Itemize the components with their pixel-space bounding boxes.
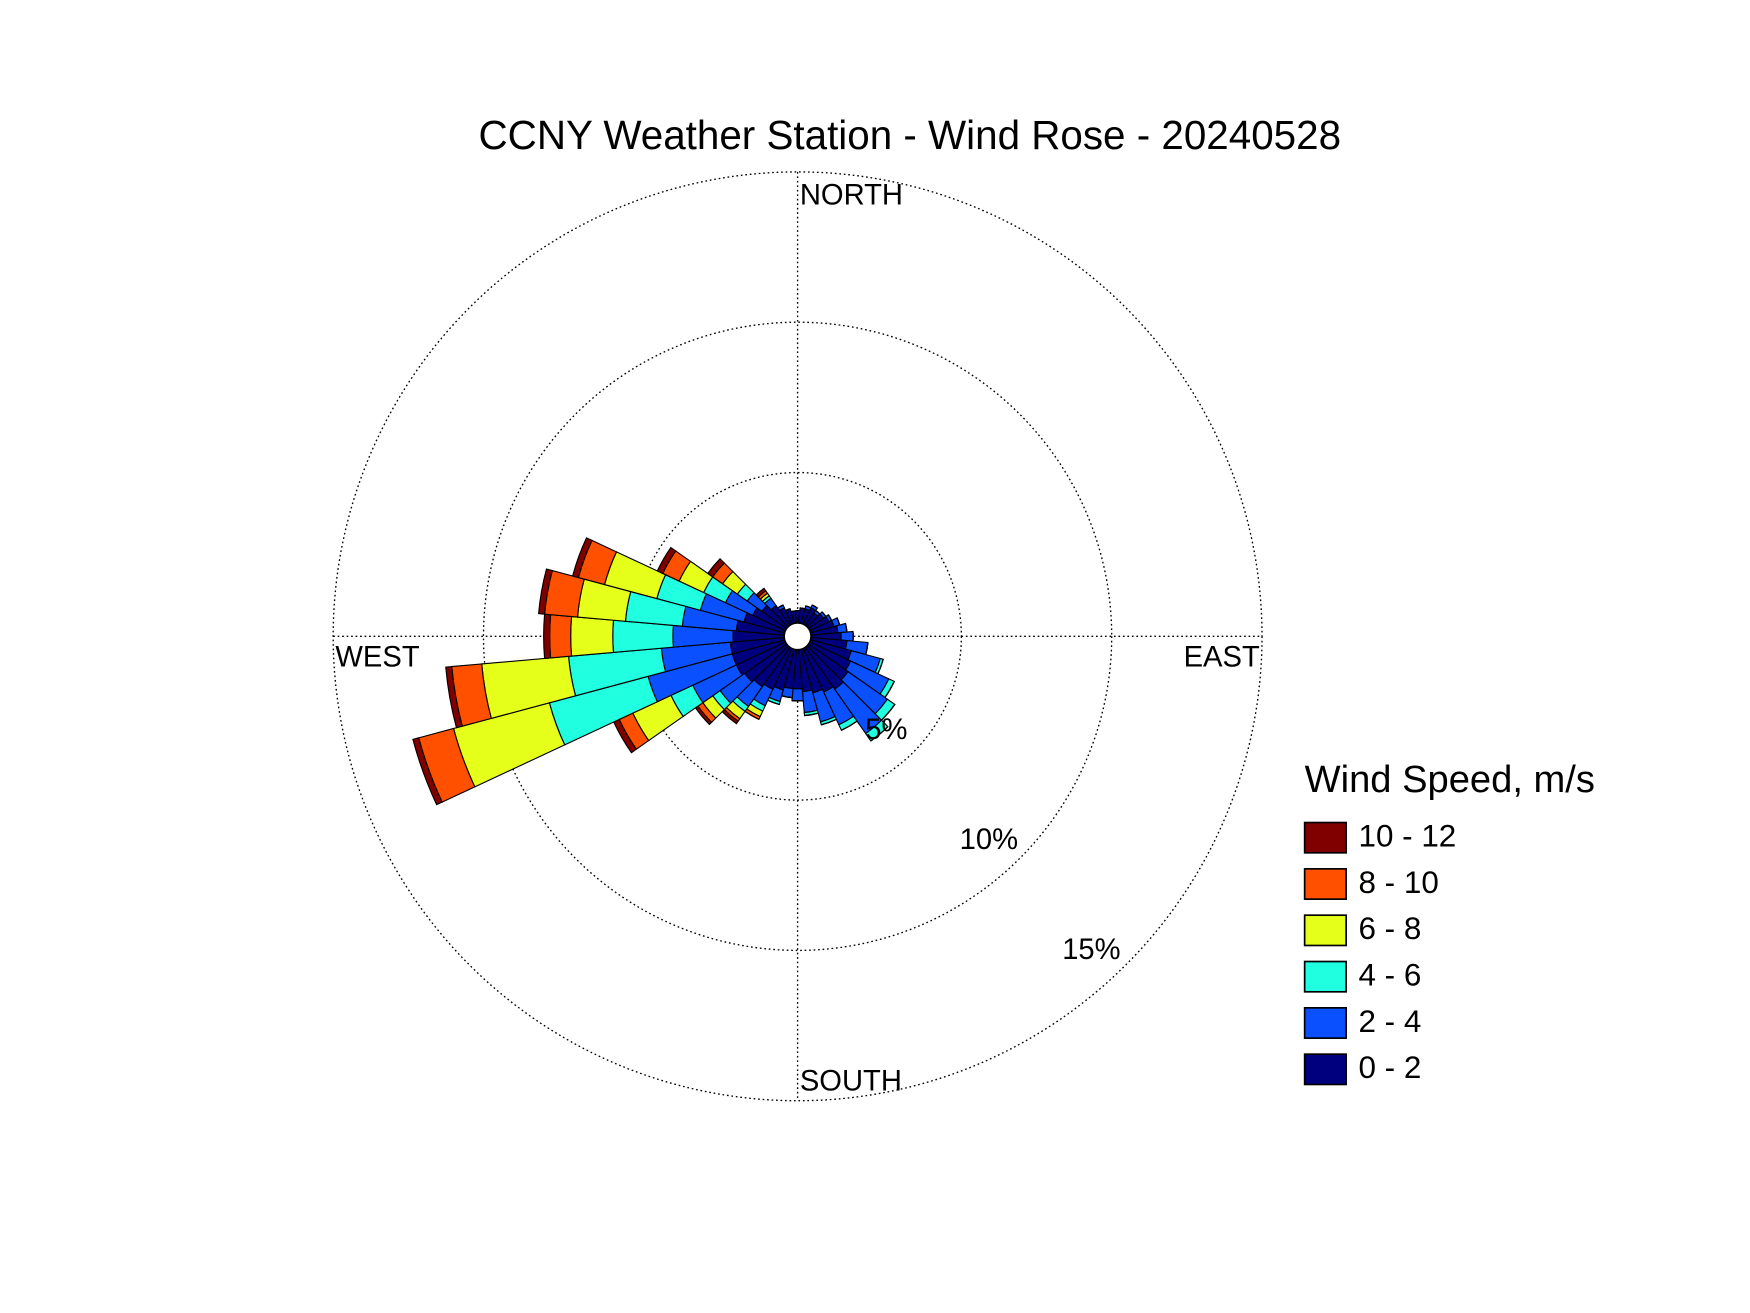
legend-swatch — [1303, 960, 1347, 993]
ring-label: 5% — [865, 714, 907, 746]
wedge — [412, 737, 443, 806]
direction-label: NORTH — [800, 179, 903, 211]
direction-label: EAST — [1184, 641, 1260, 673]
wedge — [706, 557, 726, 578]
wedge — [570, 615, 615, 657]
center-hole — [783, 622, 812, 651]
wedge — [777, 604, 784, 609]
direction-label: SOUTH — [800, 1065, 902, 1097]
legend-swatch — [1303, 1007, 1347, 1039]
wedge — [571, 537, 593, 579]
wedge — [549, 614, 573, 659]
ring-label: 15% — [1062, 934, 1120, 966]
wedge — [656, 546, 677, 575]
legend-label: 6 - 8 — [1358, 911, 1421, 946]
legend-label: 10 - 12 — [1358, 819, 1456, 854]
wedge — [543, 613, 552, 660]
wedge — [840, 630, 854, 642]
ring-label: 10% — [960, 824, 1018, 856]
wedge — [445, 665, 463, 729]
legend-label: 4 - 6 — [1358, 958, 1421, 993]
legend-label: 0 - 2 — [1358, 1050, 1421, 1085]
legend-title: Wind Speed, m/s — [1305, 758, 1595, 801]
wedge — [791, 688, 804, 702]
legend-swatch — [1303, 1053, 1347, 1086]
grid-ring — [482, 321, 1113, 952]
wedge — [537, 568, 553, 615]
wedge — [755, 587, 767, 598]
legend-swatch — [1303, 868, 1347, 900]
direction-label: WEST — [335, 641, 419, 673]
legend-swatch — [1303, 914, 1347, 947]
wedge — [870, 726, 889, 742]
wedge — [804, 712, 819, 717]
chart-title: CCNY Weather Station - Wind Rose - 20240… — [479, 112, 1342, 158]
legend-label: 8 - 10 — [1358, 865, 1438, 900]
legend-swatch — [1303, 821, 1347, 854]
wedge — [811, 604, 818, 609]
legend-label: 2 - 4 — [1358, 1004, 1421, 1039]
